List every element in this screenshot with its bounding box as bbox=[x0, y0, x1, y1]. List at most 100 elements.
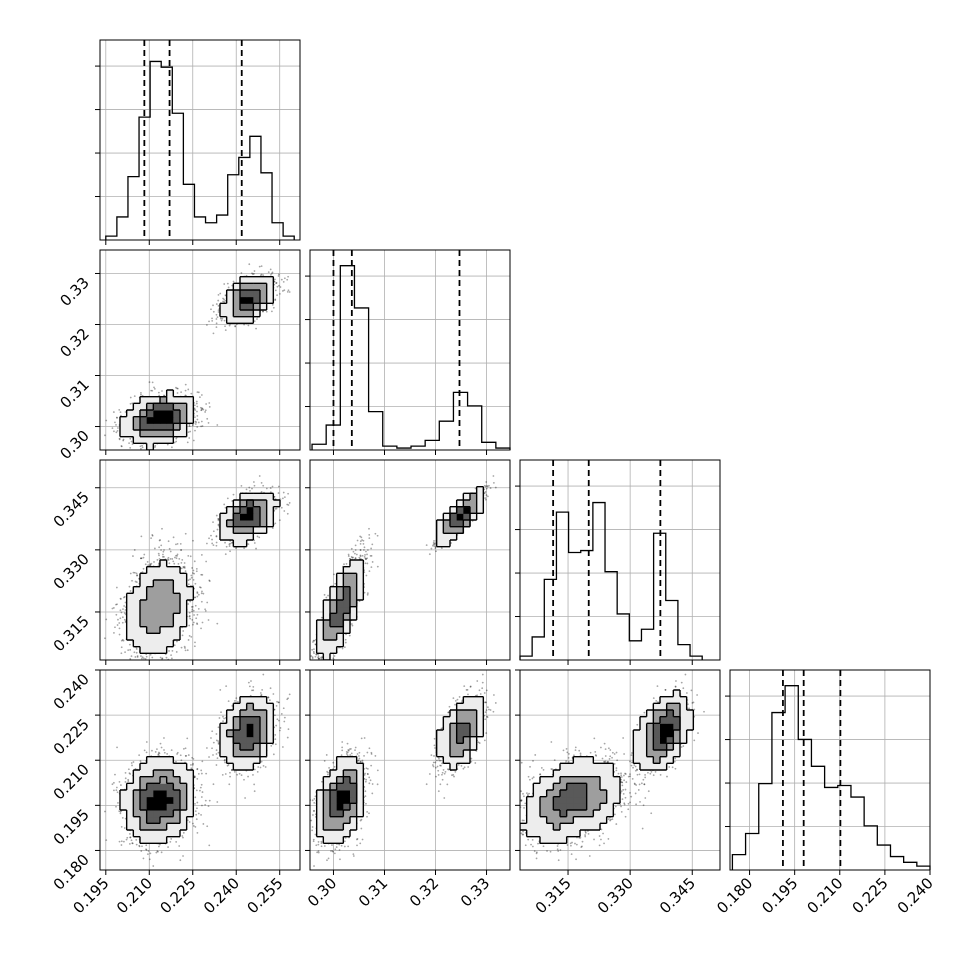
density-cell bbox=[146, 810, 154, 818]
sample-point bbox=[629, 760, 631, 763]
sample-point bbox=[206, 324, 208, 326]
density-cell bbox=[436, 750, 444, 758]
density-cell bbox=[166, 830, 174, 838]
sample-point bbox=[371, 783, 374, 785]
sample-point bbox=[235, 697, 238, 700]
density-cell bbox=[463, 730, 471, 738]
sample-point bbox=[371, 792, 374, 795]
sample-point bbox=[229, 771, 231, 774]
sample-point bbox=[444, 770, 447, 773]
density-cell bbox=[186, 803, 194, 811]
density-cell bbox=[140, 626, 148, 634]
density-cell bbox=[220, 526, 228, 534]
sample-point bbox=[448, 705, 451, 708]
sample-point bbox=[240, 774, 243, 777]
sample-point bbox=[224, 761, 226, 764]
density-cell bbox=[160, 626, 168, 634]
sample-point bbox=[127, 768, 130, 771]
density-cell bbox=[560, 810, 568, 818]
density-cell bbox=[140, 620, 148, 628]
density-cell bbox=[246, 743, 254, 751]
sample-point bbox=[260, 694, 262, 697]
sample-point bbox=[363, 546, 366, 549]
density-cell bbox=[343, 613, 351, 621]
density-cell bbox=[533, 816, 541, 824]
sample-point bbox=[192, 757, 195, 760]
density-cell bbox=[533, 783, 541, 791]
density-cell bbox=[140, 646, 148, 654]
sample-point bbox=[196, 767, 199, 770]
density-cell bbox=[160, 410, 168, 418]
sample-point bbox=[634, 792, 637, 795]
density-cell bbox=[573, 790, 581, 798]
sample-point bbox=[227, 700, 230, 703]
sample-point bbox=[616, 759, 619, 762]
density-cell bbox=[450, 763, 458, 771]
density-cell bbox=[450, 756, 458, 764]
sample-point bbox=[197, 772, 200, 775]
density-cell bbox=[120, 423, 128, 431]
density-cell bbox=[443, 750, 451, 758]
sample-point bbox=[287, 504, 290, 506]
density-cell bbox=[246, 506, 254, 514]
density-cell bbox=[246, 513, 254, 521]
density-cell bbox=[160, 756, 168, 764]
sample-point bbox=[195, 402, 198, 405]
sample-point bbox=[157, 552, 160, 555]
sample-point bbox=[642, 778, 645, 781]
sample-point bbox=[703, 710, 705, 713]
density-cell bbox=[233, 540, 241, 548]
sample-point bbox=[313, 639, 316, 642]
sample-point bbox=[191, 572, 194, 574]
sample-point bbox=[492, 475, 495, 477]
sample-point bbox=[115, 786, 118, 789]
sample-point bbox=[617, 772, 620, 775]
density-cell bbox=[443, 736, 451, 744]
sample-point bbox=[275, 282, 278, 284]
density-cell bbox=[240, 533, 248, 541]
sample-point bbox=[212, 332, 215, 335]
density-cell bbox=[126, 810, 134, 818]
sample-point bbox=[187, 554, 190, 557]
sample-point bbox=[489, 709, 492, 711]
density-cell bbox=[226, 533, 234, 541]
sample-point bbox=[128, 833, 131, 835]
sample-point bbox=[196, 418, 199, 421]
density-cell bbox=[343, 816, 351, 824]
sample-point bbox=[270, 744, 273, 747]
sample-point bbox=[437, 790, 440, 793]
sample-point bbox=[155, 851, 158, 854]
sample-point bbox=[370, 751, 373, 754]
sample-point bbox=[354, 549, 357, 551]
density-cell bbox=[640, 736, 648, 744]
sample-point bbox=[175, 543, 177, 546]
sample-point bbox=[486, 485, 489, 488]
sample-point bbox=[139, 760, 142, 762]
sample-point bbox=[161, 657, 163, 660]
density-cell bbox=[253, 500, 261, 508]
sample-point bbox=[190, 764, 192, 766]
density-cell bbox=[540, 816, 548, 824]
density-cell bbox=[160, 416, 168, 424]
sample-point bbox=[243, 778, 245, 781]
sample-point bbox=[488, 708, 490, 711]
sample-point bbox=[138, 844, 141, 847]
sample-point bbox=[267, 271, 270, 274]
sample-point bbox=[318, 657, 320, 660]
sample-point bbox=[217, 299, 220, 302]
density-cell bbox=[153, 600, 161, 608]
sample-point bbox=[250, 680, 252, 682]
density-cell bbox=[573, 756, 581, 764]
density-cell bbox=[180, 790, 188, 798]
sample-point bbox=[557, 859, 560, 862]
sample-point bbox=[215, 326, 218, 329]
density-cell bbox=[350, 790, 358, 798]
sample-point bbox=[264, 766, 267, 768]
density-cell bbox=[330, 606, 338, 614]
density-cell bbox=[246, 290, 254, 298]
sample-point bbox=[208, 406, 211, 408]
sample-point bbox=[350, 547, 353, 550]
sample-point bbox=[224, 325, 226, 328]
sample-point bbox=[117, 427, 119, 429]
density-cell bbox=[566, 770, 574, 778]
